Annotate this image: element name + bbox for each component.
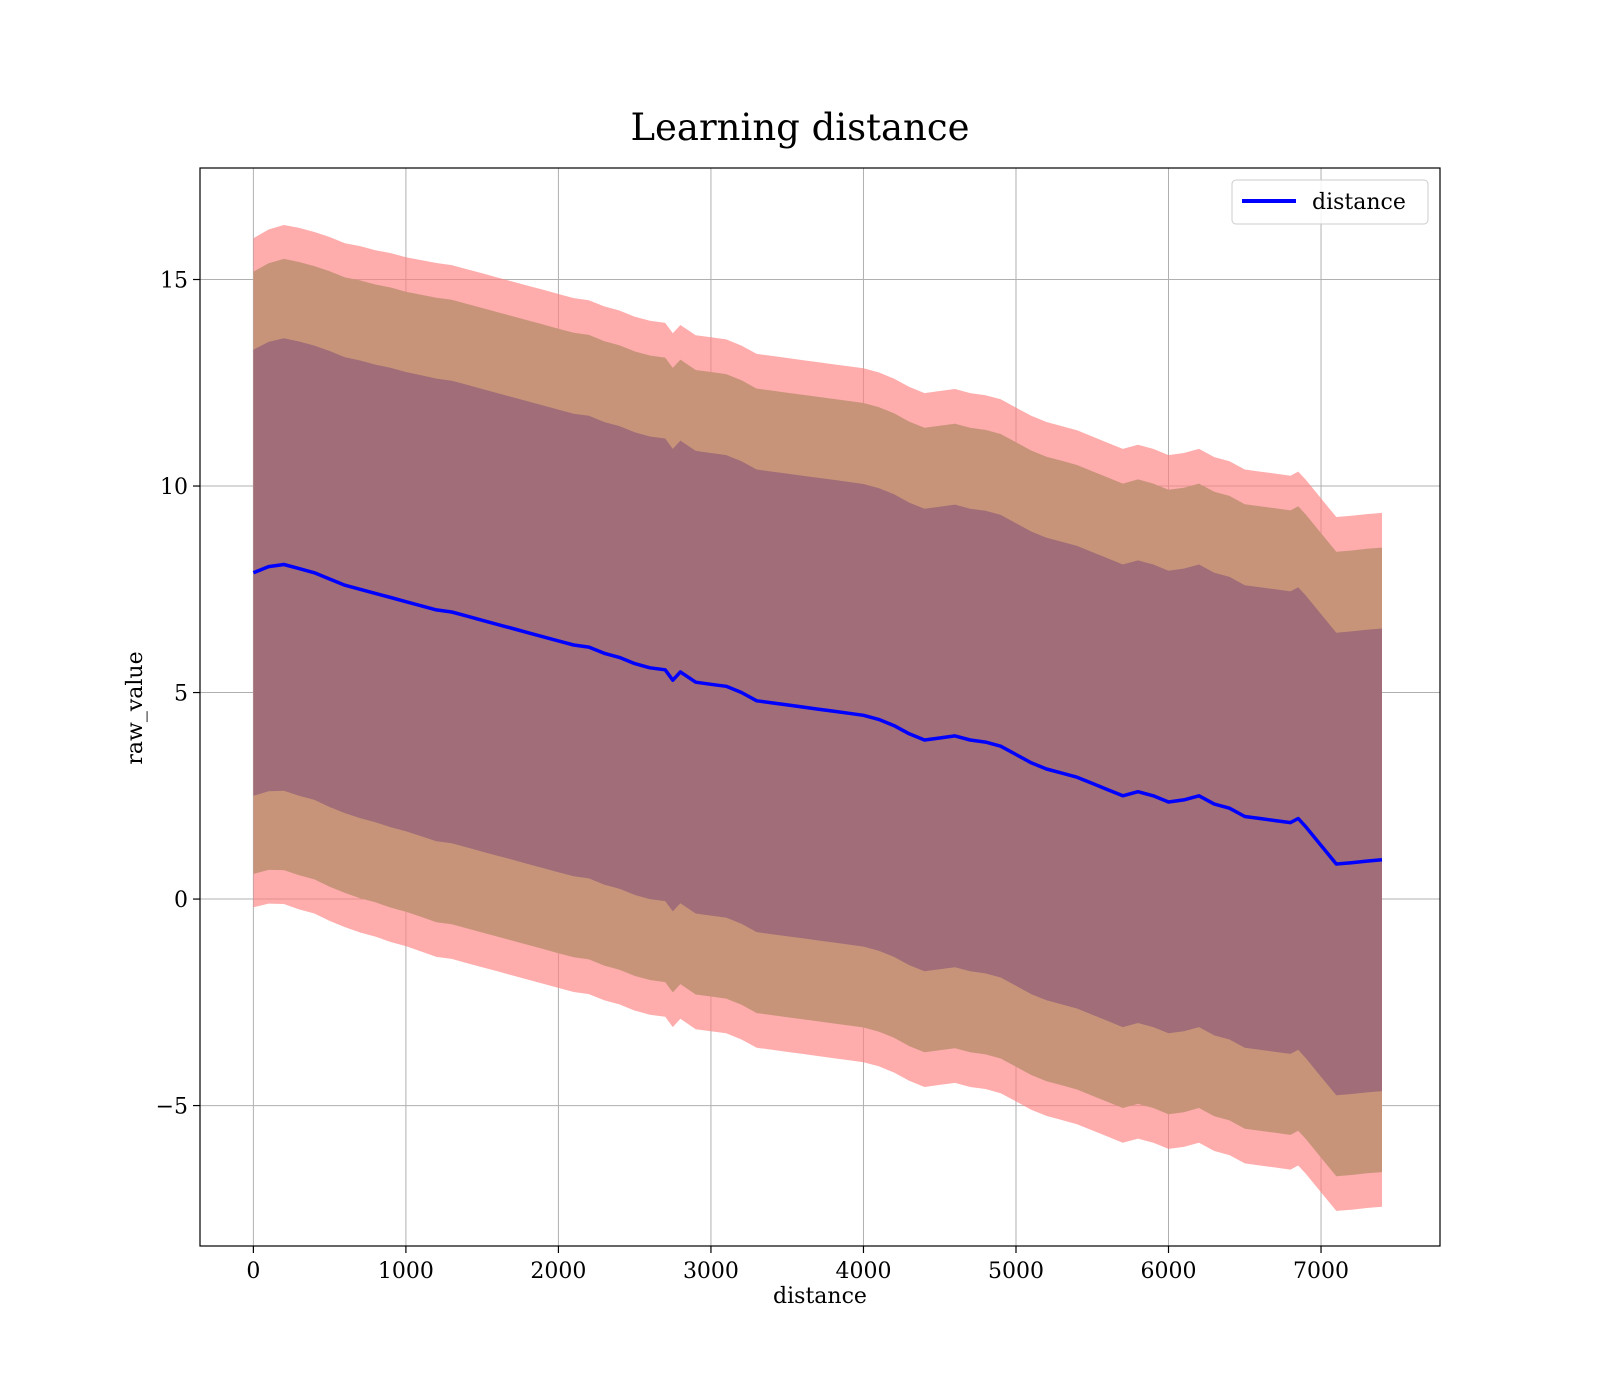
x-tick-label: 4000	[835, 1259, 891, 1284]
x-tick-label: 7000	[1293, 1259, 1349, 1284]
y-tick-label: 0	[174, 888, 188, 913]
band-1-std	[253, 338, 1382, 1096]
legend-label-distance: distance	[1312, 190, 1406, 215]
y-tick-label: 10	[160, 475, 188, 500]
x-tick-label: 2000	[530, 1259, 586, 1284]
legend-box	[1231, 179, 1429, 225]
series-lines	[252, 562, 1383, 866]
plot-frame	[199, 167, 1441, 1247]
y-tick-label: −5	[156, 1095, 188, 1120]
std-bands	[253, 225, 1382, 1211]
series-line-distance	[252, 562, 1383, 866]
x-tick-label: 0	[246, 1259, 260, 1284]
plot-area	[199, 167, 1441, 1247]
x-axis-ticks: 0 1000 2000 3000 4000 5000 6000 7000	[246, 1246, 1349, 1284]
y-axis-label: raw_value	[123, 651, 148, 764]
x-tick-label: 6000	[1141, 1259, 1197, 1284]
chart-title: Learning distance	[630, 106, 969, 149]
x-axis-label: distance	[773, 1284, 867, 1309]
legend: distance	[1231, 179, 1429, 225]
y-tick-label: 5	[174, 682, 188, 707]
y-axis-ticks: −5 0 5 10 15	[156, 269, 200, 1120]
x-tick-label: 3000	[683, 1259, 739, 1284]
x-tick-label: 5000	[988, 1259, 1044, 1284]
x-tick-label: 1000	[378, 1259, 434, 1284]
y-tick-label: 15	[160, 269, 188, 294]
